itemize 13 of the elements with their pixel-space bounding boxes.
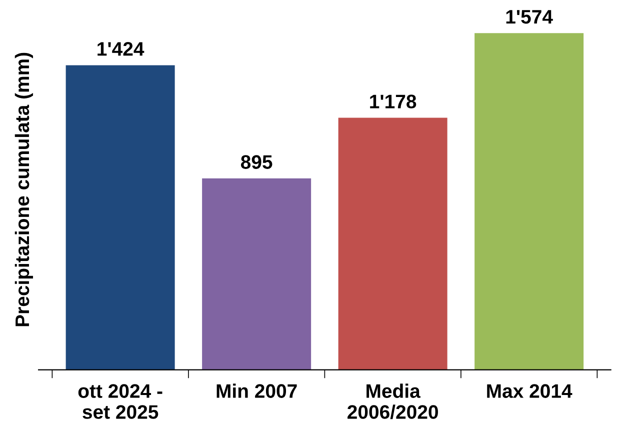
data-label: 1'574 xyxy=(506,10,553,24)
data-label: 1'424 xyxy=(98,42,144,56)
x-tick-label: Media 2006/2020 xyxy=(348,384,438,420)
bar xyxy=(474,33,584,370)
data-label: 895 xyxy=(240,155,272,169)
x-tick-label: Max 2014 xyxy=(487,384,572,398)
data-label: 1'178 xyxy=(370,94,416,108)
x-tick-label: Min 2007 xyxy=(216,384,297,398)
bar xyxy=(66,65,175,370)
x-tick-label: ott 2024 - set 2025 xyxy=(78,384,162,419)
y-axis-title: Precipitazione cumulata (mm) xyxy=(14,52,34,326)
bar xyxy=(338,118,448,370)
bar xyxy=(202,178,312,370)
